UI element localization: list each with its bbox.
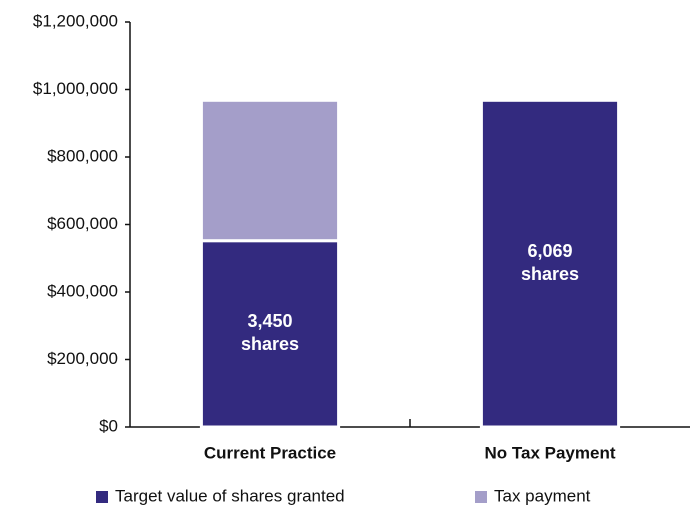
bar-annotation: shares xyxy=(521,264,579,284)
y-tick-label: $800,000 xyxy=(47,146,118,165)
bar-annotation: shares xyxy=(241,334,299,354)
y-tick-label: $200,000 xyxy=(47,349,118,368)
legend-label: Target value of shares granted xyxy=(115,486,345,505)
bar-segment xyxy=(199,98,341,243)
y-tick-label: $0 xyxy=(99,416,118,435)
legend-swatch xyxy=(475,491,487,503)
y-tick-label: $400,000 xyxy=(47,281,118,300)
y-tick-label: $600,000 xyxy=(47,214,118,233)
legend-label: Tax payment xyxy=(494,486,591,505)
bar-annotation: 3,450 xyxy=(247,311,292,331)
bar-annotation: 6,069 xyxy=(527,241,572,261)
legend-swatch xyxy=(96,491,108,503)
y-tick-label: $1,200,000 xyxy=(33,11,118,30)
x-tick-label: No Tax Payment xyxy=(484,443,615,462)
y-tick-label: $1,000,000 xyxy=(33,79,118,98)
bar-segment xyxy=(479,98,621,429)
x-tick-label: Current Practice xyxy=(204,443,336,462)
